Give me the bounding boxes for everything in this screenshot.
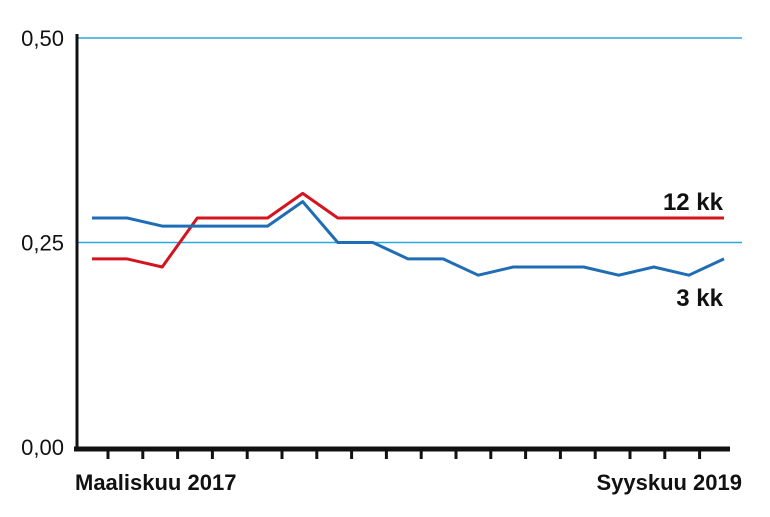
y-tick-label: 0,00 — [21, 435, 64, 460]
series-labels: 12 kk 3 kk — [663, 189, 724, 312]
y-tick-label: 0,25 — [21, 231, 64, 256]
series-label-1: 3 kk — [676, 285, 723, 312]
y-tick-labels: 0,00 0,25 0,50 — [21, 26, 64, 460]
series-lines — [92, 191, 725, 277]
x-end-label: Syyskuu 2019 — [596, 470, 742, 495]
axes — [74, 34, 730, 459]
series-label-0: 12 kk — [663, 189, 724, 216]
x-start-label: Maaliskuu 2017 — [75, 470, 236, 495]
gridlines — [77, 37, 742, 244]
series-line-1 — [92, 200, 725, 277]
series-line-0 — [92, 191, 724, 269]
x-ticks — [106, 449, 702, 459]
y-tick-label: 0,50 — [21, 26, 64, 51]
